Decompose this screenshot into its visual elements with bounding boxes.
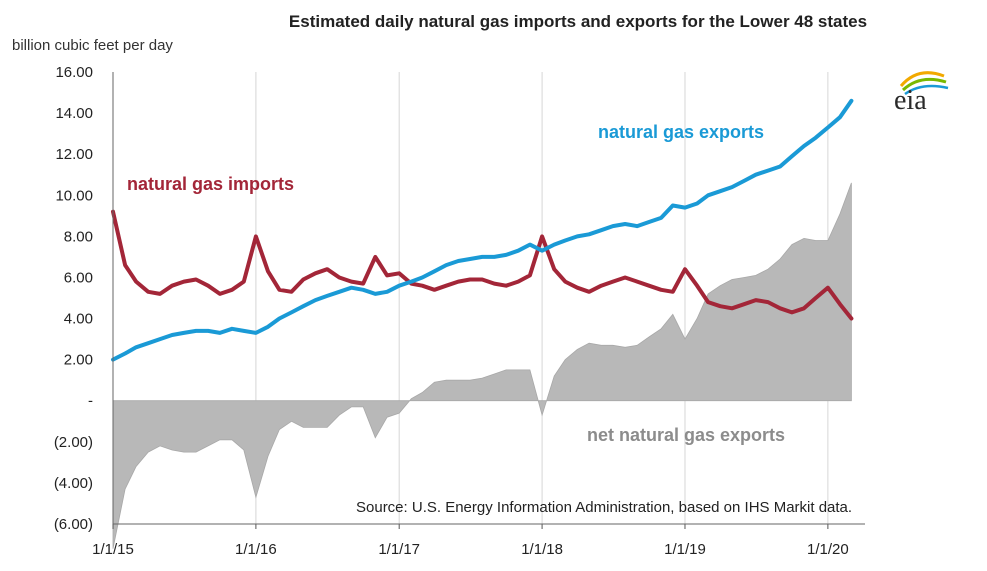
net-exports-area-group [112,182,852,549]
series-line-exports [111,98,854,362]
y-tick-label: (2.00) [54,434,93,451]
y-tick-label: 6.00 [64,269,93,286]
series-label-net-exports: net natural gas exports [587,425,785,445]
y-tick-label: (4.00) [54,475,93,492]
y-tick-label: 2.00 [64,352,93,369]
chart-title: Estimated daily natural gas imports and … [289,12,867,31]
source-note: Source: U.S. Energy Information Administ… [356,499,852,516]
y-tick-label: 12.00 [55,146,93,163]
y-tick-label: 4.00 [64,311,93,328]
series-label-imports: natural gas imports [127,174,294,194]
series-label-exports: natural gas exports [598,122,764,142]
y-tick-label: 10.00 [55,187,93,204]
eia-logo-text: eia [894,85,927,116]
y-tick-label: - [88,393,93,410]
y-tick-label: 14.00 [55,105,93,122]
y-tick-labels: 16.00 14.00 12.00 10.00 8.00 6.00 4.00 2.00 - (2.… [54,64,93,533]
series-line-imports [111,209,854,321]
x-tick-labels: 1/1/15 1/1/16 1/1/17 1/1/18 1/1/19 1/1/20 [92,541,849,558]
y-axis-unit-label: billion cubic feet per day [12,37,173,54]
x-tick-label: 1/1/19 [664,541,706,558]
x-tick-label: 1/1/15 [92,541,134,558]
series-lines-group [111,98,854,362]
x-tick-label: 1/1/20 [807,541,849,558]
eia-logo: eia [894,71,949,116]
x-tick-label: 1/1/18 [521,541,563,558]
x-tick-label: 1/1/17 [378,541,420,558]
y-tick-label: 8.00 [64,228,93,245]
series-area-net-exports [112,182,852,549]
y-tick-label: 16.00 [55,64,93,81]
x-tick-label: 1/1/16 [235,541,277,558]
y-tick-label: (6.00) [54,516,93,533]
axes [112,72,865,529]
